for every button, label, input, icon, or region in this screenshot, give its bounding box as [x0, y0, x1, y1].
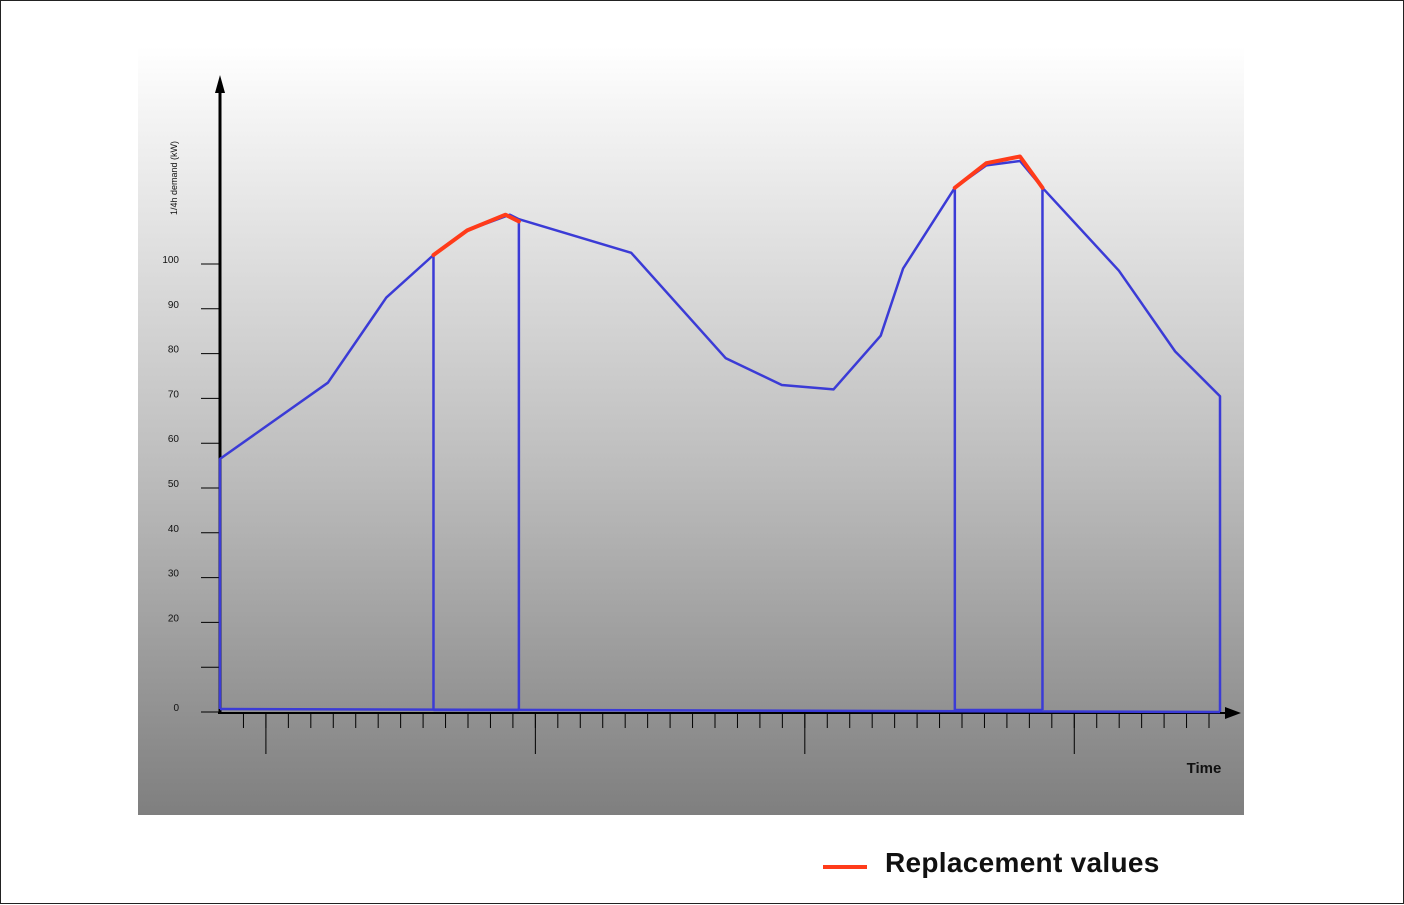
y-tick-label: 30	[168, 569, 180, 580]
y-tick-label: 60	[168, 434, 180, 445]
chart-background	[138, 46, 1244, 815]
replacement-segment	[431, 212, 521, 257]
x-axis-label: Time	[1187, 760, 1222, 777]
legend: Replacement values	[823, 843, 1160, 883]
y-tick-label: 0	[173, 703, 179, 714]
y-tick-label: 90	[168, 300, 180, 311]
y-tick-label: 80	[168, 345, 180, 356]
legend-label-replacement: Replacement values	[885, 847, 1160, 878]
y-tick-label: 40	[168, 524, 180, 535]
replacement-segment	[952, 154, 1045, 190]
legend-swatch-replacement	[823, 865, 867, 869]
y-tick-label: 100	[162, 255, 179, 266]
series-baseline	[219, 707, 1221, 714]
y-tick-label: 20	[168, 613, 180, 624]
x-axis-arrow	[1225, 707, 1241, 719]
series-line-demand	[218, 159, 1222, 712]
y-tick-label: 50	[168, 479, 180, 490]
y-axis-label: 1/4h demand (kW)	[169, 141, 179, 215]
y-axis-arrow	[215, 75, 225, 93]
y-tick-label: 70	[168, 389, 180, 400]
